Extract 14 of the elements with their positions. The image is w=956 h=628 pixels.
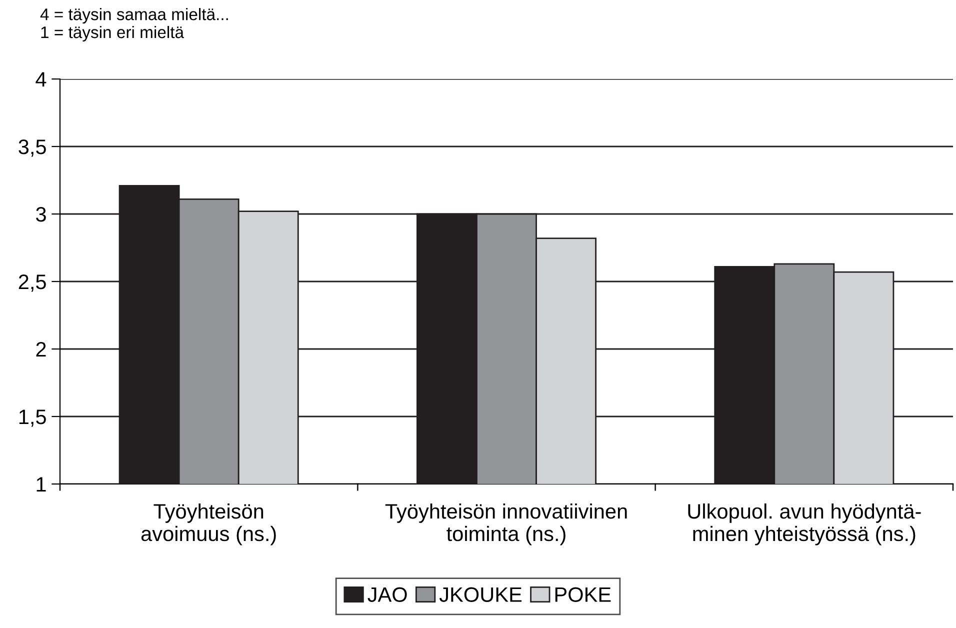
x-tick-label: Ulkopuol. avun hyödyntä- minen yhteistyössä (ns.) [688, 503, 921, 546]
y-tick-label: 3,5 [18, 140, 46, 157]
y-tick-label: 3 [36, 207, 46, 222]
y-tick-label: 2,5 [18, 274, 46, 292]
y-tick-label: 1,5 [19, 410, 46, 427]
y-tick-label: 4 [36, 72, 46, 87]
x-tick-label: Työyhteisön avoimuus (ns.) [141, 503, 276, 546]
legend-label: JKOUKE [439, 587, 522, 602]
chart-subtitle: 4 = täysin samaa mieltä... 1 = täysin eri mieltä [40, 8, 228, 42]
y-tick-label: 2 [36, 342, 46, 357]
x-tick-label: Työyhteisön innovatiivinen toiminta (ns.) [385, 503, 627, 546]
y-tick-label: 1 [36, 477, 46, 492]
legend-label: POKE [555, 587, 611, 602]
legend-label: JAO [368, 587, 407, 602]
